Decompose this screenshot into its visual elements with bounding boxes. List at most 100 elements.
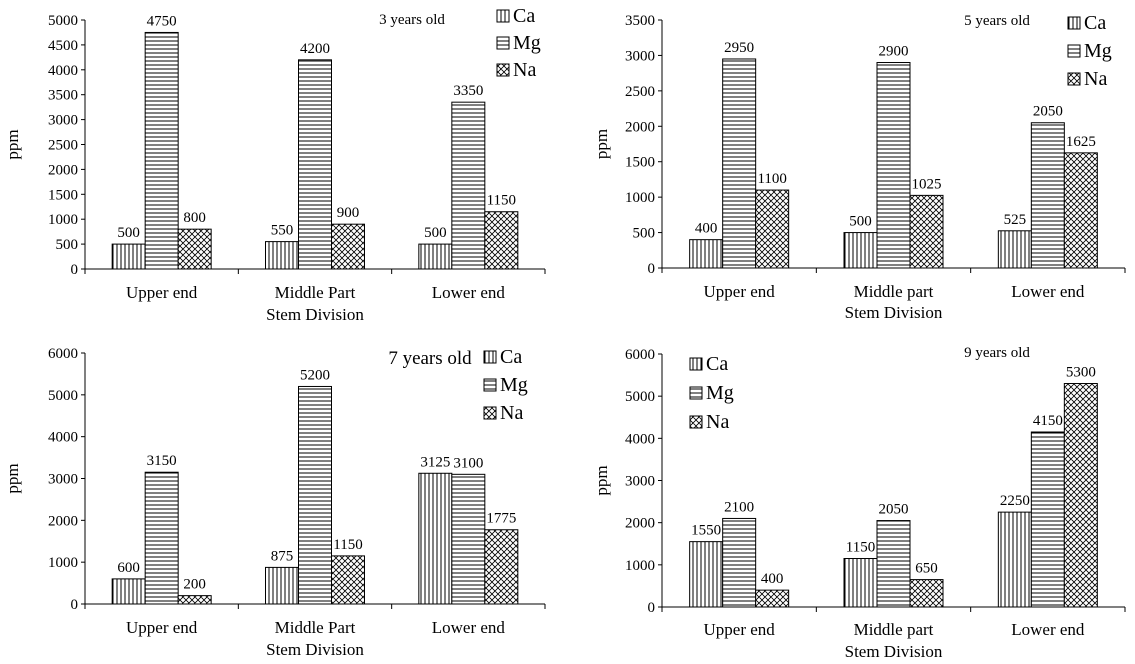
legend-swatch-mg: [1067, 44, 1081, 58]
legend-label-ca: Ca: [513, 5, 535, 27]
x-axis-label: Stem Division: [266, 305, 364, 324]
data-label-ca-middle-part: 1150: [846, 540, 875, 556]
legend-swatch-na: [483, 406, 497, 420]
chart-title: 3 years old: [379, 12, 445, 28]
y-tick-label: 1500: [625, 155, 655, 171]
legend-label-mg: Mg: [706, 382, 734, 404]
bar-na-lower-end: [484, 211, 519, 270]
category-label: Lower end: [1011, 282, 1085, 301]
y-tick-label: 3000: [625, 48, 655, 64]
y-tick-label: 0: [648, 600, 656, 616]
data-label-ca-lower-end: 3125: [420, 454, 450, 470]
data-label-na-lower-end: 5300: [1066, 365, 1096, 381]
data-label-ca-upper-end: 500: [117, 225, 140, 241]
bar-mg-lower-end: [451, 473, 486, 605]
legend-label-mg: Mg: [1084, 40, 1112, 62]
y-tick-label: 2500: [48, 138, 78, 154]
y-tick-label: 5000: [48, 13, 78, 29]
y-tick-label: 0: [71, 262, 79, 278]
y-tick-label: 4500: [48, 38, 78, 54]
legend-swatch-na: [1067, 72, 1081, 86]
bar-ca-middle-part: [843, 232, 878, 269]
data-label-ca-upper-end: 1550: [691, 523, 721, 539]
data-label-na-middle-part: 650: [915, 561, 938, 577]
y-tick-label: 1000: [625, 558, 655, 574]
bar-mg-lower-end: [451, 101, 486, 270]
bar-mg-middle-part: [876, 62, 911, 269]
legend-swatch-mg: [689, 386, 703, 400]
data-label-na-middle-part: 1150: [333, 537, 362, 553]
bar-ca-middle-part: [265, 241, 299, 270]
legend-swatch-na: [689, 415, 703, 429]
y-tick-label: 0: [71, 597, 79, 613]
bar-mg-upper-end: [144, 31, 179, 270]
y-tick-label: 0: [648, 261, 656, 277]
bar-ca-lower-end: [997, 230, 1032, 269]
data-label-ca-lower-end: 500: [424, 225, 447, 241]
data-label-mg-middle-part: 4200: [300, 41, 330, 57]
y-tick-label: 1500: [48, 187, 78, 203]
bar-na-middle-part: [909, 194, 944, 269]
y-tick-label: 1000: [48, 555, 78, 571]
bar-ca-upper-end: [111, 243, 146, 270]
bar-mg-middle-part: [298, 59, 332, 270]
data-label-na-middle-part: 900: [337, 205, 360, 221]
data-label-ca-upper-end: 600: [117, 560, 140, 576]
chart-panel-7-years: 0 1000 2000 3000 4000 5000 6000 600 3150 200 Upper…: [3, 346, 546, 659]
chart-panel-5-years: 0 500 1000 1500 2000 2500 3000 3500 400 2950 1100 U…: [592, 12, 1126, 322]
legend-label-ca: Ca: [1084, 12, 1106, 34]
bar-na-upper-end: [177, 595, 212, 605]
legend-label-na: Na: [513, 59, 536, 81]
y-tick-label: 5000: [625, 389, 655, 405]
data-label-na-upper-end: 1100: [757, 171, 786, 187]
bar-ca-upper-end: [689, 541, 724, 608]
data-label-mg-middle-part: 2050: [879, 502, 909, 518]
category-label: Lower end: [1011, 620, 1085, 639]
category-label: Middle Part: [275, 283, 356, 302]
legend-swatch-na: [496, 63, 510, 77]
data-label-ca-middle-part: 550: [271, 223, 294, 239]
data-label-mg-upper-end: 2950: [724, 40, 754, 56]
bar-na-lower-end: [1063, 152, 1098, 269]
y-tick-label: 3500: [625, 13, 655, 29]
legend-label-mg: Mg: [513, 32, 541, 54]
category-label: Lower end: [432, 618, 506, 637]
data-label-mg-middle-part: 5200: [300, 367, 330, 383]
y-tick-label: 1000: [625, 190, 655, 206]
data-label-mg-middle-part: 2900: [879, 44, 909, 60]
data-label-ca-lower-end: 525: [1004, 212, 1027, 228]
y-tick-label: 3000: [625, 474, 655, 490]
category-label: Middle Part: [275, 618, 356, 637]
y-tick-label: 6000: [48, 346, 78, 362]
legend: Ca Mg Na: [496, 5, 541, 81]
data-label-mg-upper-end: 3150: [147, 453, 177, 469]
bar-na-middle-part: [331, 223, 365, 270]
x-axis-label: Stem Division: [266, 640, 364, 659]
legend: Ca Mg Na: [1067, 12, 1112, 90]
data-label-ca-upper-end: 400: [695, 221, 718, 237]
chart-title: 7 years old: [388, 348, 472, 369]
data-label-mg-lower-end: 2050: [1033, 104, 1063, 120]
data-label-na-middle-part: 1025: [912, 176, 942, 192]
legend-label-ca: Ca: [706, 353, 728, 375]
x-axis-label: Stem Division: [845, 642, 943, 661]
bar-mg-middle-part: [298, 385, 332, 605]
category-label: Middle part: [854, 282, 934, 301]
x-axis-label: Stem Division: [845, 303, 943, 322]
data-label-mg-lower-end: 3100: [453, 455, 483, 471]
bar-na-middle-part: [909, 579, 944, 608]
bar-ca-middle-part: [843, 558, 878, 608]
category-label: Upper end: [126, 283, 198, 302]
data-label-mg-lower-end: 4150: [1033, 413, 1063, 429]
y-tick-label: 2500: [625, 84, 655, 100]
data-label-na-upper-end: 200: [183, 577, 206, 593]
legend-label-na: Na: [706, 411, 729, 433]
bar-ca-lower-end: [418, 472, 453, 605]
chart-panel-3-years: 0 500 1000 1500 2000 2500 3000 3500 4000 4500 5000…: [3, 5, 546, 324]
bar-mg-middle-part: [876, 520, 911, 608]
legend: Ca Mg Na: [689, 353, 734, 433]
y-tick-label: 4000: [625, 431, 655, 447]
bar-mg-lower-end: [1030, 431, 1065, 608]
